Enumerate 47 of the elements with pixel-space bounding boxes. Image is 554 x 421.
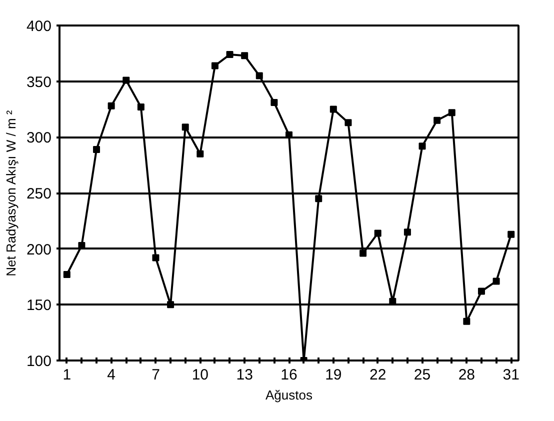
point [182, 124, 189, 131]
point [478, 288, 485, 295]
x-tick-label: 13 [236, 366, 253, 384]
x-tick-label: 16 [280, 366, 298, 384]
point [167, 301, 174, 308]
x-tick-label: 31 [502, 366, 520, 384]
y-tick-label: 100 [26, 353, 52, 370]
point [196, 150, 204, 158]
y-tick-label: 200 [26, 241, 52, 258]
point [344, 119, 352, 126]
y-tick-label: 400 [26, 18, 52, 35]
point [448, 109, 456, 116]
point [122, 76, 130, 84]
x-tick-label: 4 [107, 366, 116, 384]
x-tick-label: 19 [325, 366, 342, 384]
point [137, 104, 144, 111]
point [508, 230, 515, 238]
point [315, 195, 322, 202]
x-axis-title: Ağustos [266, 388, 313, 402]
x-tick-label: 10 [192, 366, 209, 384]
y-tick-label: 300 [26, 130, 52, 147]
point [211, 62, 218, 70]
point [463, 318, 470, 325]
x-tick-label: 28 [458, 366, 476, 384]
x-tick-label: 22 [369, 366, 386, 384]
y-tick-label: 250 [26, 186, 52, 202]
point [108, 102, 115, 110]
y-tick-label: 150 [26, 297, 52, 314]
x-tick-label: 1 [62, 366, 72, 384]
point [404, 228, 411, 236]
x-tick-label: 25 [414, 366, 431, 384]
point [152, 254, 160, 262]
point [418, 142, 426, 150]
point [93, 146, 100, 153]
point [434, 116, 441, 124]
point [270, 99, 278, 106]
y-tick-label: 350 [26, 74, 52, 91]
point [492, 278, 500, 285]
y-axis-title: Net Radyasyon Akışı W / m ² [3, 110, 18, 276]
x-tick-label: 7 [152, 366, 160, 384]
point [374, 230, 382, 237]
point [330, 106, 337, 113]
point [63, 271, 70, 278]
point [226, 51, 234, 58]
point [241, 52, 248, 60]
point [360, 250, 367, 257]
point [256, 72, 263, 80]
